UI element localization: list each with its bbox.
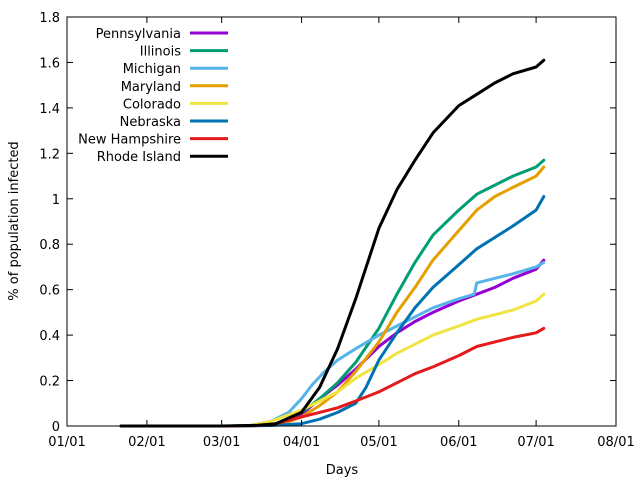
legend: Pennsylvania Illinois Michigan Maryland Colo… [78, 27, 228, 165]
x-tick-label: 04/01 [283, 435, 320, 450]
x-tick-label: 07/01 [517, 435, 554, 450]
y-tick-label: 0.4 [39, 329, 60, 344]
y-tick-label: 1 [52, 193, 60, 208]
x-axis-label: Days [326, 463, 359, 478]
series-line-colorado [119, 292, 546, 428]
x-tick-label: 05/01 [360, 435, 397, 450]
y-tick-label: 0.6 [39, 284, 60, 299]
x-tick-label: 06/01 [440, 435, 477, 450]
series-line-new-hampshire [119, 326, 546, 428]
y-tick-label: 1.4 [39, 102, 60, 117]
x-tick-label: 02/01 [128, 435, 165, 450]
axes: 01/01 02/01 03/01 04/01 05/01 06/01 07/01 08/01… [39, 11, 634, 450]
legend-label: Pennsylvania [96, 27, 181, 42]
y-tick-label: 1.2 [39, 147, 60, 162]
y-tick-label: 1.8 [39, 11, 60, 26]
legend-label: Rhode Island [97, 150, 181, 165]
series-line-rhode-island [119, 58, 546, 428]
series-line-nebraska [119, 195, 546, 428]
x-tick-label: 08/01 [597, 435, 634, 450]
legend-label: Maryland [121, 80, 181, 95]
y-tick-label: 1.6 [39, 56, 60, 71]
legend-label: Nebraska [120, 115, 181, 130]
legend-label: Illinois [140, 45, 181, 60]
y-tick-label: 0.8 [39, 238, 60, 253]
legend-label: Colorado [123, 97, 181, 112]
x-tick-label: 01/01 [48, 435, 85, 450]
series-line-pennsylvania [119, 258, 546, 428]
y-axis-label: % of population infected [7, 141, 22, 300]
legend-label: Michigan [123, 62, 181, 77]
y-tick-label: 0 [52, 420, 60, 435]
plot-frame [66, 16, 617, 427]
series-lines [119, 58, 546, 428]
legend-label: New Hampshire [78, 133, 181, 148]
x-tick-label: 03/01 [203, 435, 240, 450]
y-tick-label: 0.2 [39, 375, 60, 390]
